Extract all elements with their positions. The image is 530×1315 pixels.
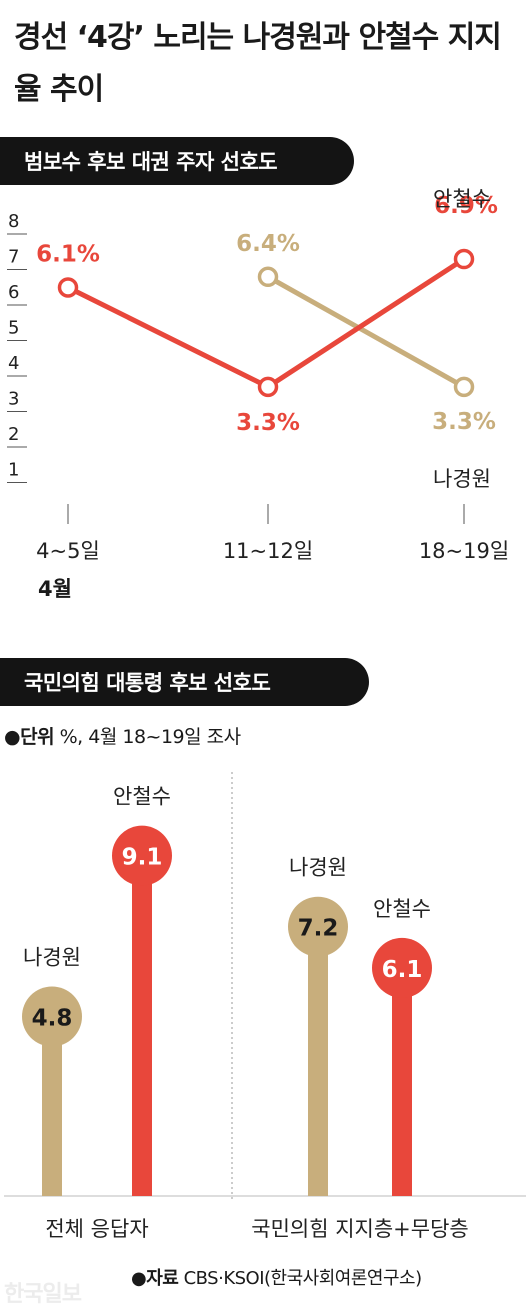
line-chart-title: 범보수 후보 대권 주자 선호도 bbox=[0, 137, 354, 185]
bar bbox=[392, 967, 412, 1196]
source-label: 자료 bbox=[146, 1268, 179, 1289]
bar-head bbox=[22, 986, 82, 1047]
data-label: 9.1 bbox=[122, 845, 163, 871]
series-name-label: 안철수 bbox=[113, 785, 171, 809]
category-label: 국민의힘 지지층+무당층 bbox=[251, 1217, 468, 1241]
source-text: CBS·KSOI(한국사회여론연구소) bbox=[183, 1268, 423, 1289]
series-name-label: 나경원 bbox=[289, 856, 347, 880]
source-note: ●자료 CBS·KSOI(한국사회여론연구소) bbox=[131, 1268, 423, 1289]
y-tick-label: 6 bbox=[8, 282, 19, 303]
data-label: 6.1 bbox=[382, 957, 423, 983]
data-label: 3.3% bbox=[236, 410, 300, 436]
x-tick-label: 18~19일 bbox=[419, 539, 509, 563]
y-tick-label: 1 bbox=[8, 460, 19, 481]
y-tick-label: 7 bbox=[8, 247, 19, 268]
bar-head bbox=[288, 896, 348, 957]
bar bbox=[42, 1016, 62, 1196]
y-tick-label: 8 bbox=[8, 211, 19, 232]
y-tick-label: 5 bbox=[8, 318, 19, 339]
data-point bbox=[453, 248, 475, 270]
series-name-label: 안철수 bbox=[433, 187, 491, 211]
data-label: 7.2 bbox=[298, 916, 339, 942]
y-tick-label: 2 bbox=[8, 424, 19, 445]
data-point bbox=[453, 376, 475, 398]
x-group-label: 4월 bbox=[38, 577, 72, 601]
unit-label: 단위 bbox=[20, 726, 55, 748]
data-point bbox=[257, 266, 279, 288]
data-point bbox=[257, 376, 279, 398]
data-label: 6.1% bbox=[36, 241, 100, 267]
data-label: 4.8 bbox=[32, 1005, 73, 1031]
bar-head bbox=[112, 825, 172, 886]
x-tick-label: 4~5일 bbox=[36, 539, 100, 563]
y-tick-label: 4 bbox=[8, 353, 19, 374]
unit-text: %, 4월 18~19일 조사 bbox=[59, 726, 242, 748]
series-name-label: 나경원 bbox=[23, 945, 81, 969]
logo-watermark: 한국일보 bbox=[4, 1282, 82, 1307]
bar bbox=[132, 855, 152, 1196]
page-title: 경선 ‘4강’ 노리는 나경원과 안철수 지지율 추이 bbox=[14, 20, 502, 107]
data-point bbox=[57, 277, 79, 298]
y-tick-label: 3 bbox=[8, 389, 19, 410]
series-line-나경원 bbox=[266, 274, 466, 390]
category-label: 전체 응답자 bbox=[45, 1217, 148, 1241]
bar bbox=[308, 926, 328, 1196]
data-label: 6.9% bbox=[434, 193, 498, 219]
bar-chart-title: 국민의힘 대통령 후보 선호도 bbox=[0, 658, 369, 706]
x-tick-label: 11~12일 bbox=[223, 539, 313, 563]
unit-note: ●단위 %, 4월 18~19일 조사 bbox=[4, 726, 242, 748]
series-name-label: 안철수 bbox=[373, 897, 431, 921]
data-label: 3.3% bbox=[432, 409, 496, 435]
bar-head bbox=[372, 937, 432, 998]
series-name-label: 나경원 bbox=[433, 467, 491, 491]
data-label: 6.4% bbox=[236, 231, 300, 257]
